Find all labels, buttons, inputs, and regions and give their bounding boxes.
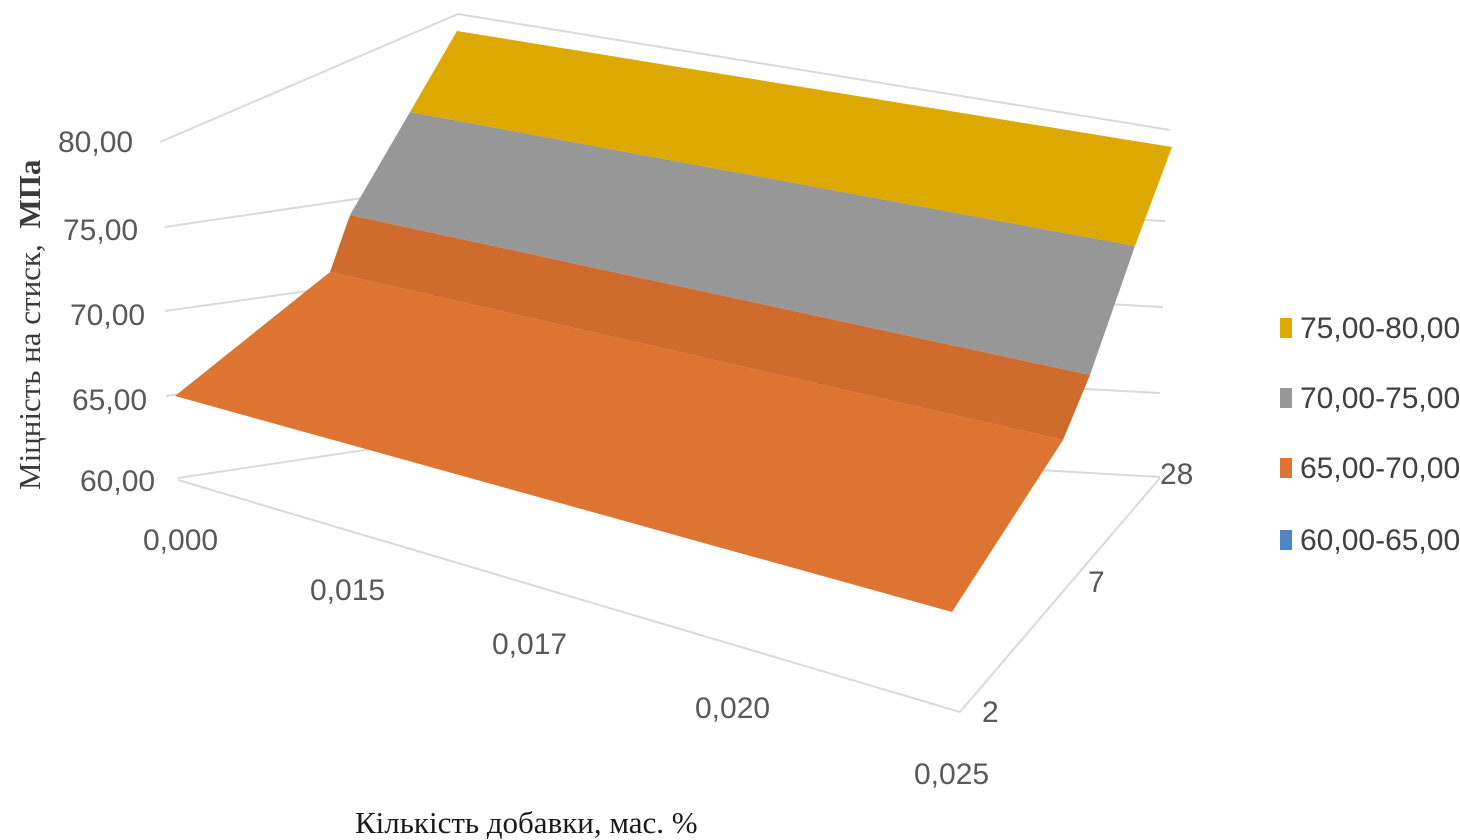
legend-item: 60,00-65,00 [1280, 524, 1460, 557]
z-tick-label: 60,00 [80, 465, 155, 498]
surface-band-70-75 [350, 112, 1135, 375]
legend-label: 70,00-75,00 [1300, 382, 1460, 415]
legend-swatch [1280, 458, 1292, 478]
depth-tick-label: 7 [1088, 566, 1105, 599]
z-axis-ticks: 60,00 65,00 70,00 75,00 80,00 [58, 126, 155, 498]
depth-tick-label: 2 [982, 696, 999, 729]
surface-band-75-80 [410, 31, 1172, 246]
legend-label: 60,00-65,00 [1300, 524, 1460, 557]
legend-swatch [1280, 318, 1292, 338]
legend-item: 75,00-80,00 [1280, 312, 1460, 345]
depth-axis-ticks: 2 7 28 [982, 458, 1193, 729]
legend-label: 65,00-70,00 [1300, 452, 1460, 485]
z-tick-label: 75,00 [63, 214, 138, 247]
floor-right-edge [959, 477, 1161, 713]
z-tick-label: 65,00 [72, 384, 147, 417]
legend-label: 75,00-80,00 [1300, 312, 1460, 345]
x-tick-label: 0,025 [914, 758, 989, 791]
legend-item: 70,00-75,00 [1280, 382, 1460, 415]
legend: 75,00-80,00 70,00-75,00 65,00-70,00 60,0… [1280, 312, 1460, 557]
x-axis-ticks: 0,000 0,015 0,017 0,020 0,025 [143, 524, 989, 791]
y-axis-title-unit: МПа [12, 159, 47, 228]
x-tick-label: 0,015 [310, 574, 385, 607]
surface-band-65-70-front [175, 272, 1063, 612]
surface-band-65-70-back [330, 215, 1090, 440]
legend-swatch [1280, 530, 1292, 550]
x-tick-label: 0,020 [695, 692, 770, 725]
legend-swatch [1280, 388, 1292, 408]
z-tick-label: 70,00 [70, 299, 145, 332]
x-tick-label: 0,017 [492, 628, 567, 661]
y-axis-title-text: Міцність на стиск, [12, 244, 47, 490]
x-tick-label: 0,000 [143, 524, 218, 557]
depth-tick-label: 28 [1160, 458, 1193, 491]
floor-front-edge [177, 479, 961, 713]
x-axis-title: Кількість добавки, мас. % [355, 805, 698, 840]
z-tick-label: 80,00 [58, 126, 133, 159]
y-axis-title: Міцність на стиск, МПа [12, 159, 47, 490]
gridline-80 [159, 12, 1171, 143]
surface [175, 31, 1172, 612]
legend-item: 65,00-70,00 [1280, 452, 1460, 485]
